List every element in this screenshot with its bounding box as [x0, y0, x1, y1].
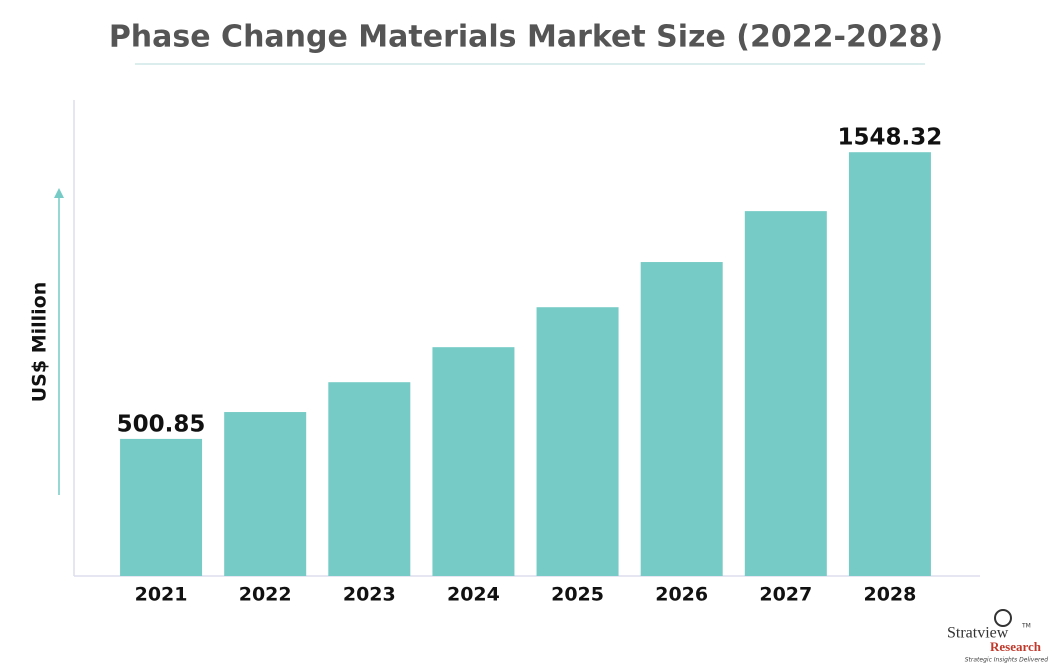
x-tick-label: 2023 [343, 584, 396, 606]
bar [224, 412, 307, 576]
bar [432, 347, 515, 576]
x-tick-label: 2024 [447, 584, 500, 606]
x-tick-label: 2026 [655, 584, 708, 606]
x-tick-label: 2027 [759, 584, 812, 606]
logo-tagline: Strategic Insights Delivered [965, 657, 1048, 664]
logo-tm: TM [1021, 623, 1031, 630]
data-label: 1548.32 [838, 125, 943, 151]
x-tick-label: 2025 [551, 584, 604, 606]
logo: Stratview TM Research Strategic Insights… [947, 609, 1048, 664]
bar [640, 262, 723, 576]
bar [744, 211, 827, 576]
chart-title: Phase Change Materials Market Size (2022… [109, 20, 943, 55]
logo-icon [994, 609, 1012, 627]
y-axis-label: US$ Million [29, 282, 51, 403]
bar [536, 307, 619, 576]
axis-arrowhead [54, 188, 64, 198]
x-tick-label: 2021 [135, 584, 188, 606]
data-label: 500.85 [117, 411, 206, 437]
logo-name2: Research [990, 639, 1042, 654]
x-tick-label: 2022 [239, 584, 292, 606]
bar [848, 152, 931, 576]
bar [120, 438, 203, 576]
x-tick-label: 2028 [863, 584, 916, 606]
logo-name: Stratview [947, 625, 1009, 642]
bar [328, 382, 411, 576]
